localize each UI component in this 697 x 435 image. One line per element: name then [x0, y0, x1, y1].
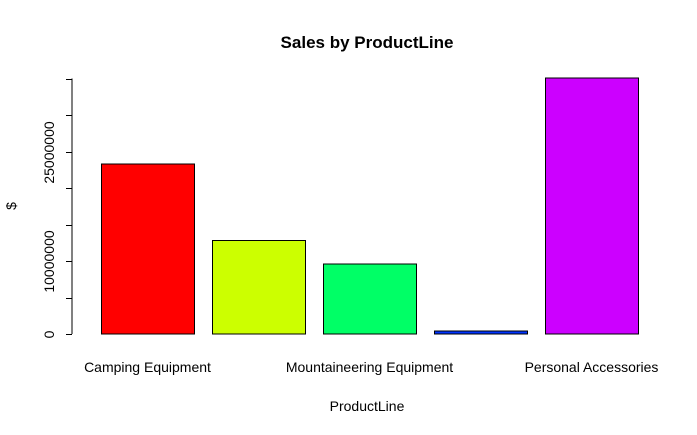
bar-outdoor-protection: [434, 330, 528, 335]
x-tick-label: Personal Accessories: [525, 359, 659, 375]
chart-title: Sales by ProductLine: [281, 33, 454, 52]
y-tick-label: 25000000: [41, 121, 57, 184]
bar-golf-equipment: [212, 240, 306, 335]
bar-mountaineering-equipment: [323, 263, 417, 335]
x-axis-label: ProductLine: [330, 398, 405, 414]
y-axis-label: $: [3, 202, 19, 210]
y-axis: 0 10000000 25000000: [41, 78, 73, 338]
bars-group: [101, 77, 639, 335]
bar-personal-accessories: [545, 77, 639, 335]
y-tick-label: 10000000: [41, 230, 57, 293]
x-tick-label: Camping Equipment: [84, 359, 211, 375]
x-tick-labels: Camping Equipment Mountaineering Equipmen…: [84, 359, 658, 375]
y-tick-label: 0: [41, 330, 57, 338]
bar-camping-equipment: [101, 163, 195, 335]
x-tick-label: Mountaineering Equipment: [286, 359, 453, 375]
